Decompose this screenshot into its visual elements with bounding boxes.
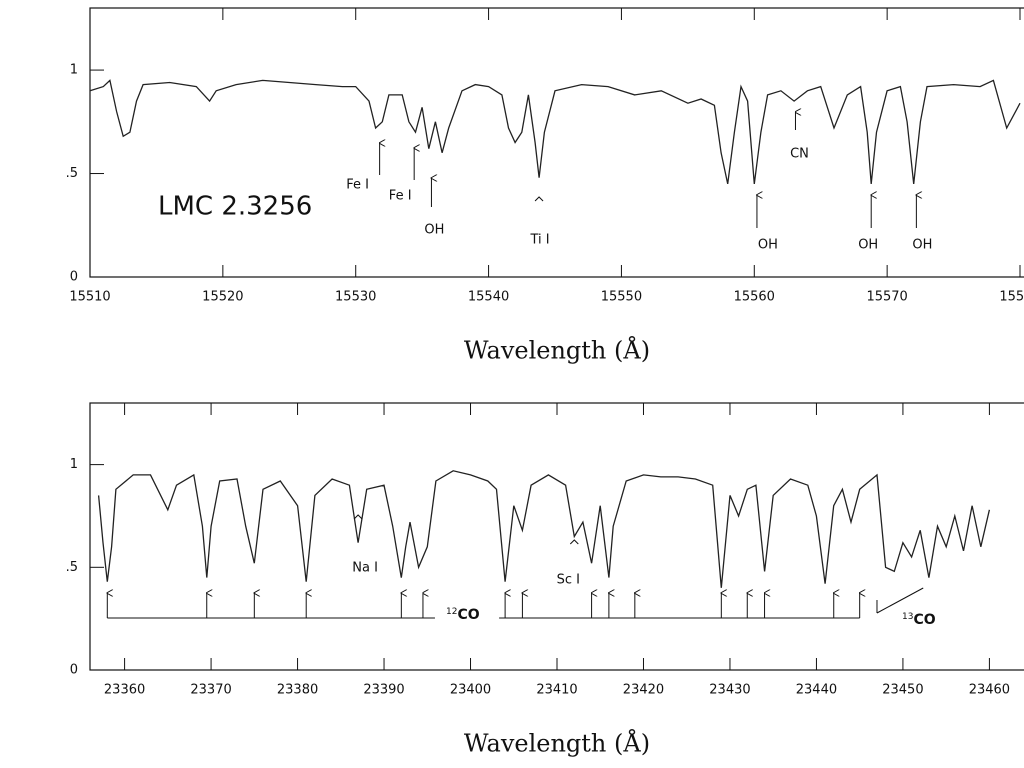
y-tick-label: 0 bbox=[70, 663, 78, 678]
co13-label: 13CO bbox=[902, 612, 936, 629]
plot-frame bbox=[89, 7, 1024, 278]
annotation-label: Ti I bbox=[529, 233, 549, 248]
annotation-label: CN bbox=[790, 147, 809, 162]
molecule: CO bbox=[457, 607, 479, 623]
x-tick-label: 23360 bbox=[104, 683, 145, 698]
spectrum-line bbox=[97, 470, 991, 588]
annotation-caret bbox=[569, 539, 579, 545]
isotope: 13 bbox=[902, 612, 913, 622]
y-tick-label: 0 bbox=[70, 270, 78, 285]
x-tick-label: 23430 bbox=[709, 683, 750, 698]
plot-frame bbox=[89, 402, 1024, 671]
x-tick-label: 23460 bbox=[969, 683, 1010, 698]
y-tick-label: 1 bbox=[70, 457, 78, 472]
annotation-caret bbox=[353, 514, 363, 520]
object-label: LMC 2.3256 bbox=[158, 192, 312, 222]
x-tick-label: 23410 bbox=[536, 683, 577, 698]
x-tick-label: 23400 bbox=[450, 683, 491, 698]
y-tick-label: 1 bbox=[70, 63, 78, 78]
co13-slash bbox=[876, 587, 924, 614]
x-axis-label: Wavelength (Å) bbox=[464, 729, 650, 758]
x-axis-label: Wavelength (Å) bbox=[464, 336, 650, 365]
annotation-label: OH bbox=[424, 223, 444, 238]
x-tick-label: 23380 bbox=[277, 683, 318, 698]
x-tick-label: 15560 bbox=[734, 290, 775, 305]
x-tick-label: 23420 bbox=[623, 683, 664, 698]
annotation-caret bbox=[534, 196, 544, 202]
isotope: 12 bbox=[446, 607, 457, 617]
y-tick-label: .5 bbox=[66, 560, 78, 575]
y-tick-label: .5 bbox=[66, 166, 78, 181]
co12-label: 12CO bbox=[446, 607, 480, 624]
x-tick-label: 23370 bbox=[190, 683, 231, 698]
x-tick-label: 15570 bbox=[866, 290, 907, 305]
annotation-label: OH bbox=[758, 238, 778, 253]
x-tick-label: 23440 bbox=[796, 683, 837, 698]
x-tick-label: 23390 bbox=[363, 683, 404, 698]
x-tick-label: 23450 bbox=[882, 683, 923, 698]
x-tick-label: 15530 bbox=[335, 290, 376, 305]
annotation-label: Sc I bbox=[557, 573, 580, 588]
annotation-label: Fe I bbox=[389, 189, 412, 204]
molecule: CO bbox=[913, 612, 935, 628]
x-tick-label: 15580 bbox=[999, 290, 1024, 305]
x-tick-label: 15550 bbox=[601, 290, 642, 305]
annotation-label: Fe I bbox=[346, 178, 369, 193]
spectrum-line bbox=[89, 79, 1021, 185]
x-tick-label: 15510 bbox=[69, 290, 110, 305]
annotation-label: OH bbox=[858, 238, 878, 253]
x-tick-label: 15540 bbox=[468, 290, 509, 305]
x-tick-label: 15520 bbox=[202, 290, 243, 305]
annotation-label: Na I bbox=[352, 561, 378, 576]
annotation-label: OH bbox=[912, 238, 932, 253]
